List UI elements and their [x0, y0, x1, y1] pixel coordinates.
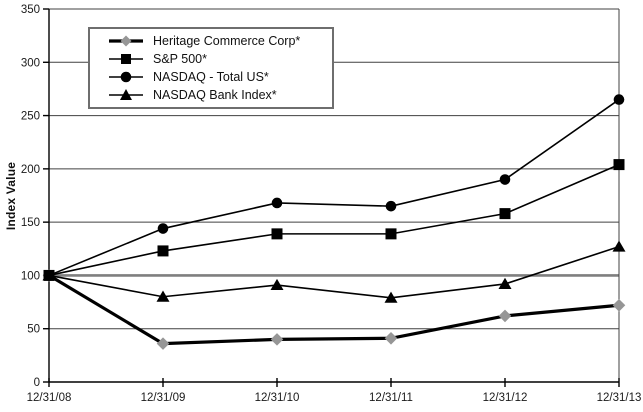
- series-marker-sp500: [385, 228, 397, 240]
- legend: Heritage Commerce Corp* S&P 500* NASDAQ …: [88, 27, 334, 109]
- series-marker-heritage: [612, 298, 626, 312]
- legend-item-heritage: Heritage Commerce Corp*: [108, 33, 326, 50]
- series-marker-nasdaq-bank: [498, 277, 512, 289]
- series-marker-heritage: [384, 332, 398, 345]
- x-tick-label: 12/31/11: [369, 392, 413, 404]
- series-marker-nasdaq-total-us: [271, 197, 283, 209]
- series-marker-nasdaq-total-us: [157, 223, 169, 234]
- series-marker-sp500: [43, 269, 55, 281]
- series-line-nasdaq-total-us: [48, 98, 620, 277]
- y-tick-label: 100: [21, 270, 40, 282]
- series-marker-heritage: [270, 333, 284, 346]
- x-tick-label: 12/31/09: [141, 392, 186, 404]
- series-marker-nasdaq-bank: [156, 290, 170, 302]
- legend-item-sp500: S&P 500*: [108, 51, 326, 68]
- circle-marker-icon: [109, 71, 143, 83]
- series-line-nasdaq-bank: [48, 245, 620, 299]
- legend-label: NASDAQ Bank Index*: [153, 88, 277, 102]
- x-tick-label: 12/31/13: [597, 392, 642, 404]
- series-line-heritage: [48, 274, 620, 346]
- y-tick-label: 250: [21, 111, 40, 123]
- triangle-marker-icon: [109, 89, 143, 100]
- series-marker-sp500: [499, 208, 511, 220]
- y-tick-label: 200: [21, 164, 40, 176]
- y-tick-label: 150: [21, 217, 40, 229]
- series-marker-nasdaq-total-us: [385, 200, 397, 212]
- y-tick-label: 300: [21, 57, 40, 69]
- x-tick-label: 12/31/12: [483, 392, 528, 404]
- x-tick-label: 12/31/08: [27, 392, 72, 404]
- square-marker-icon: [109, 54, 143, 64]
- legend-label: Heritage Commerce Corp*: [153, 34, 301, 48]
- diamond-marker-icon: [109, 35, 143, 47]
- series-marker-sp500: [271, 228, 283, 240]
- series-marker-nasdaq-bank: [384, 291, 398, 303]
- y-tick-label: 350: [21, 4, 40, 16]
- x-tick-label: 12/31/10: [255, 392, 300, 404]
- series-marker-nasdaq-total-us: [613, 94, 625, 105]
- series-marker-sp500: [157, 245, 169, 257]
- legend-item-nasdaq-total-us: NASDAQ - Total US*: [108, 69, 326, 86]
- legend-item-nasdaq-bank: NASDAQ Bank Index*: [108, 87, 326, 104]
- series-marker-nasdaq-bank: [270, 278, 284, 291]
- series-line-sp500: [48, 163, 620, 277]
- y-axis-title: Index Value: [4, 161, 18, 231]
- series-marker-heritage: [498, 309, 512, 323]
- y-tick-label: 50: [27, 324, 40, 336]
- y-tick-label: 0: [34, 377, 40, 389]
- series-marker-nasdaq-total-us: [499, 174, 511, 185]
- series-marker-sp500: [613, 159, 625, 171]
- legend-label: S&P 500*: [153, 52, 207, 66]
- series-marker-nasdaq-bank: [612, 240, 626, 252]
- legend-label: NASDAQ - Total US*: [153, 70, 269, 84]
- series-marker-heritage: [156, 337, 170, 350]
